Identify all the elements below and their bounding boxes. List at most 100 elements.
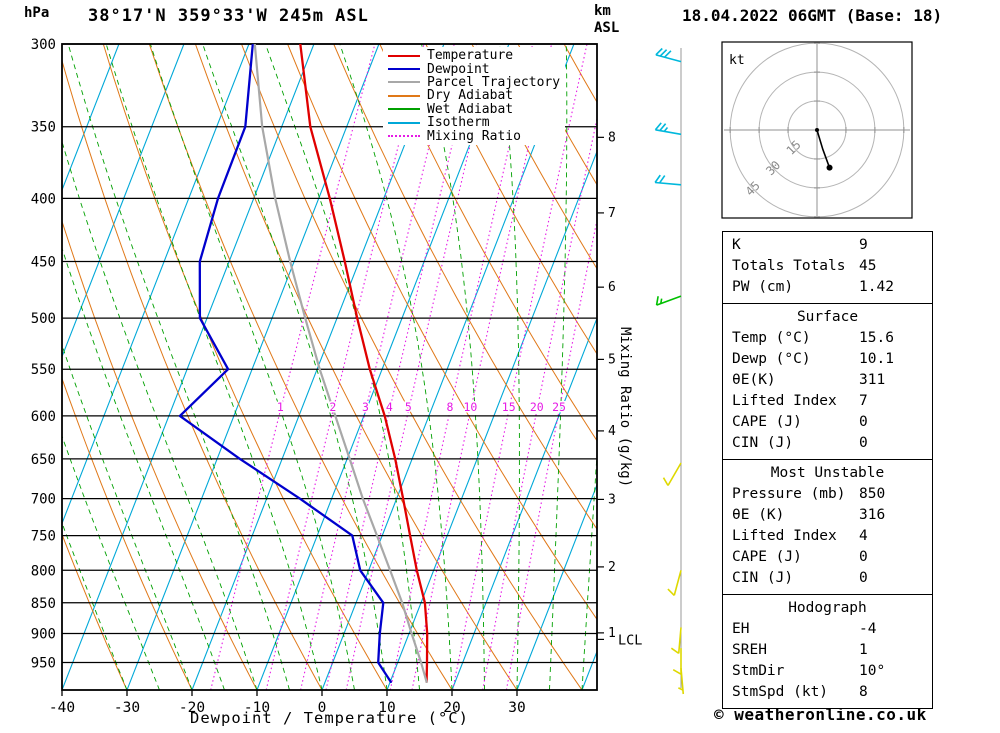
isotherm-lines [62,44,597,690]
table-row: Lifted Index 7 [723,391,932,412]
mixing-ratio-line-swatch [388,135,420,138]
stat-value: 1 [859,642,868,658]
hodograph-table-title: Hodograph [788,600,867,616]
temperature-curve [299,44,429,684]
km-tick-label: 3 [608,492,616,507]
table-row: Lifted Index 4 [723,526,932,547]
pressure-tick-label: 450 [31,255,56,271]
isotherm-line-swatch [388,121,420,124]
temp-axis-title: Dewpoint / Temperature (°C) [190,709,469,727]
stat-value: 0 [859,570,868,586]
hodograph-origin-dot [815,128,819,132]
stat-value: -4 [859,621,877,637]
stat-label: EH [732,621,750,637]
stat-label: CAPE (J) [732,549,802,565]
wind-barb [670,627,682,655]
stat-value: 1.42 [859,279,894,295]
most-unstable-table: Most Unstable Pressure (mb) 850 θE (K) 316… [722,459,933,595]
stat-label: CAPE (J) [732,414,802,430]
stat-label: CIN (J) [732,435,794,451]
pressure-tick-label: 500 [31,311,56,327]
wind-barb [655,295,682,306]
legend-label: Dewpoint [427,61,490,77]
legend-item-parcel: Parcel Trajectory [388,75,560,90]
mixing-ratio-value-label: 5 [405,400,412,414]
pressure-tick-label: 650 [31,452,56,468]
dewpoint-line-swatch [388,68,420,71]
stat-value: 0 [859,549,868,565]
table-row: SREH 1 [723,640,932,661]
table-row: EH -4 [723,619,932,640]
surface-table-title: Surface [796,309,859,325]
mixing-ratio-value-label: 4 [386,400,393,414]
altitude-unit-km: km [594,3,611,19]
stat-value: 850 [859,486,886,502]
lcl-label: LCL [618,632,642,648]
legend-item-isotherm: Isotherm [388,115,560,131]
stat-label: Lifted Index [732,528,837,544]
km-tick-label: 7 [608,206,616,221]
parcel-trajectory-curve [253,44,428,683]
hodograph-table: Hodograph EH -4 SREH 1 StmDir 10° StmSpd (k… [722,594,933,709]
table-row: PW (cm) 1.42 [723,277,932,298]
wind-barb [678,668,685,695]
legend-label: Dry Adiabat [427,88,514,104]
temperature-line-swatch [388,54,420,57]
wind-barb [655,47,682,63]
temp-tick-label: -10 [244,700,270,716]
mixing-ratio-value-label: 20 [530,400,544,414]
mixing-ratio-value-label: 10 [463,400,477,414]
table-row: Dewp (°C) 10.1 [723,349,932,370]
stat-value: 10° [859,663,886,679]
stat-label: K [732,237,741,253]
mixing-ratio-value-label: 8 [446,400,453,414]
stat-value: 316 [859,507,886,523]
hodograph [721,41,913,219]
pressure-tick-label: 800 [31,563,56,579]
pressure-gridlines [62,43,597,664]
legend-item-dry-adiabat: Dry Adiabat [388,88,560,104]
table-row: CIN (J) 0 [723,568,932,589]
table-row: StmDir 10° [723,661,932,682]
stat-value: 8 [859,684,868,700]
wind-barb [654,122,682,136]
pressure-tick-label: 750 [31,529,56,545]
pressure-tick-label: 350 [31,120,56,136]
pressure-tick-label: 850 [31,596,56,612]
temp-tick-label: 10 [378,700,395,716]
mixing-ratio-value-label: 2 [329,400,336,414]
stat-value: 4 [859,528,868,544]
temp-tick-label: 30 [508,700,525,716]
most-unstable-table-title: Most Unstable [770,465,885,481]
pressure-tick-label: 900 [31,626,56,642]
temp-tick-label: -30 [114,700,140,716]
mixing-ratio-value-label: 1 [277,400,284,414]
legend-label: Mixing Ratio [427,128,521,144]
km-tick-label: 8 [608,130,616,145]
dry-adiabat-line-swatch [388,94,420,97]
stat-label: θE(K) [732,372,776,388]
stat-value: 10.1 [859,351,894,367]
stat-value: 311 [859,372,886,388]
parcel-line-swatch [388,81,420,84]
stat-label: CIN (J) [732,570,794,586]
stat-label: Temp (°C) [732,330,811,346]
pressure-tick-label: 700 [31,492,56,508]
datetime-title: 18.04.2022 06GMT (Base: 18) [682,6,943,25]
legend-item-wet-adiabat: Wet Adiabat [388,102,560,117]
stat-label: Dewp (°C) [732,351,811,367]
km-tick-label: 4 [608,424,616,439]
legend-label: Isotherm [427,115,490,131]
table-row: CIN (J) 0 [723,433,932,454]
wind-barbs [654,47,685,695]
table-row: θE(K) 311 [723,370,932,391]
table-row: Temp (°C) 15.6 [723,328,932,349]
storm-motion-dot [826,164,833,171]
altitude-unit-asl: ASL [594,20,620,36]
table-row: StmSpd (kt) 8 [723,682,932,703]
